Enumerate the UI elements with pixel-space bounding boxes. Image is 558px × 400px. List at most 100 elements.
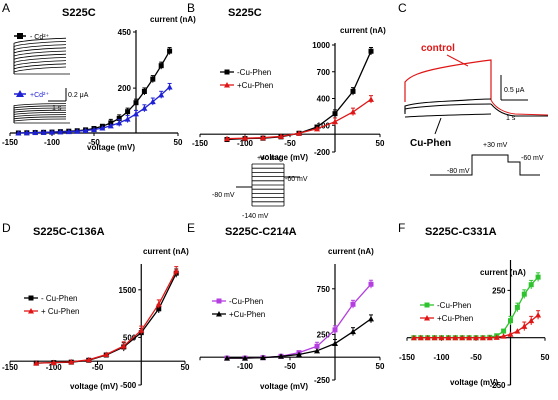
panel-label-d: D [2,221,11,235]
panel-label-b: B [187,1,195,15]
series-line-0 [227,283,372,359]
data-point [82,127,89,134]
y-tick-label: 1000 [312,41,330,50]
legend-marker-0 [424,302,430,308]
series-line-0 [226,50,372,141]
data-point [149,98,156,105]
y-tick-label: -250 [314,376,331,385]
data-point [521,291,527,297]
data-point [278,133,284,139]
x-tick-label: 50 [376,362,385,371]
control-pointer [446,54,469,67]
x-tick-label: -100 [46,363,63,372]
data-point [278,353,284,359]
cuphen-pointer [434,117,442,135]
data-point [350,108,356,115]
series-line-1 [36,270,177,364]
data-point [138,327,145,333]
chart-d: -150 -100 -50 50 1500 500 -500 S225C-C136A curre… [2,226,190,391]
data-point [74,128,81,134]
chart-a: -150 -100 -50 50 450 200 S225C current (nA) volt… [2,7,196,152]
data-point [514,304,520,310]
x-tick-label: -50 [284,362,296,371]
trace-minus-cd [13,63,67,74]
x-tick-label: -100 [237,139,254,148]
c-protocol-top: +30 mV [483,142,508,149]
data-point [410,334,417,341]
data-point [501,328,507,334]
inset-scale-time: 1 s [52,105,62,112]
legend-marker-1 [28,308,34,314]
data-point [350,328,356,335]
data-point [528,282,534,288]
data-point [124,116,131,122]
data-point [158,63,164,69]
cuphen-trace-2 [404,103,492,114]
x-tick-label: -150 [399,353,416,362]
inset-traces-a: - Cd²⁺ +Cd²⁺ 0.2 μA 1 s [13,33,89,124]
legend-label-1: + Cu-Phen [41,307,79,316]
data-point [493,334,500,340]
data-point [91,126,97,133]
c-protocol-tail: -60 mV [521,155,544,162]
data-point [438,334,445,341]
data-point [314,343,320,349]
c-scale-time: 1 s [506,115,516,122]
panel-label-c: C [398,1,407,15]
data-point [155,301,162,307]
data-point [125,109,131,115]
data-point [150,76,156,82]
control-trace [404,59,492,102]
y-tick-label: 200 [118,84,132,93]
data-point [158,91,165,98]
legend-marker-0 [28,295,34,301]
legend-label-0: -Cu-Phen [237,68,271,77]
cuphen-tail [490,103,548,117]
y-tick-label: 500 [123,333,137,342]
chart-b: -150 -100 -50 501000700400100-200S225Ccurre… [192,7,386,162]
chart-title: S225C-C331A [425,226,497,238]
data-point [508,318,513,324]
x-tick-label: -100 [44,138,61,147]
inset-legend-minus-cd: - Cd²⁺ [30,34,50,41]
data-point [486,334,493,341]
trace-minus-cd [13,37,67,74]
legend-marker-1 [216,311,222,317]
chart-title: S225C-C136A [33,226,105,238]
data-point [296,130,302,136]
data-point [368,281,374,287]
x-tick-label: -150 [192,139,209,148]
protocol-v-tail: -60 mV [285,176,308,183]
chart-f: -150 -100 -50 50 250 -250 S225C-C331A current (… [399,226,550,390]
control-label: control [421,43,455,54]
x-axis-label: voltage (mV) [87,143,135,152]
x-tick-label: -100 [433,353,450,362]
inset-traces-minus-cd [13,37,70,75]
data-point [452,334,459,341]
data-point [85,356,92,363]
legend-label-1: +Cu-Phen [229,310,265,319]
data-point [50,359,57,366]
inset-scale-current: 0.2 μA [68,92,89,99]
y-tick-label: 450 [118,28,132,37]
data-point [103,351,110,358]
x-tick-label: -50 [88,138,100,147]
data-point [507,331,514,337]
legend-label-1: +Cu-Phen [237,81,273,90]
cuphen-label: Cu-Phen [410,138,451,149]
x-tick-label: 50 [174,138,183,147]
panel-label-a: A [2,1,10,15]
data-point [141,105,148,111]
data-point [173,267,180,274]
data-point [167,48,173,54]
data-point [500,333,507,339]
y-axis-label: current (nA) [150,15,196,24]
y-tick-label: -500 [120,381,137,390]
data-point [466,334,473,341]
panel-label-f: F [398,221,405,235]
data-point [57,128,64,135]
inset-legend-plus-cd: +Cd²⁺ [30,92,49,99]
x-tick-label: -150 [2,363,19,372]
data-point [260,354,266,361]
data-point [350,88,356,94]
